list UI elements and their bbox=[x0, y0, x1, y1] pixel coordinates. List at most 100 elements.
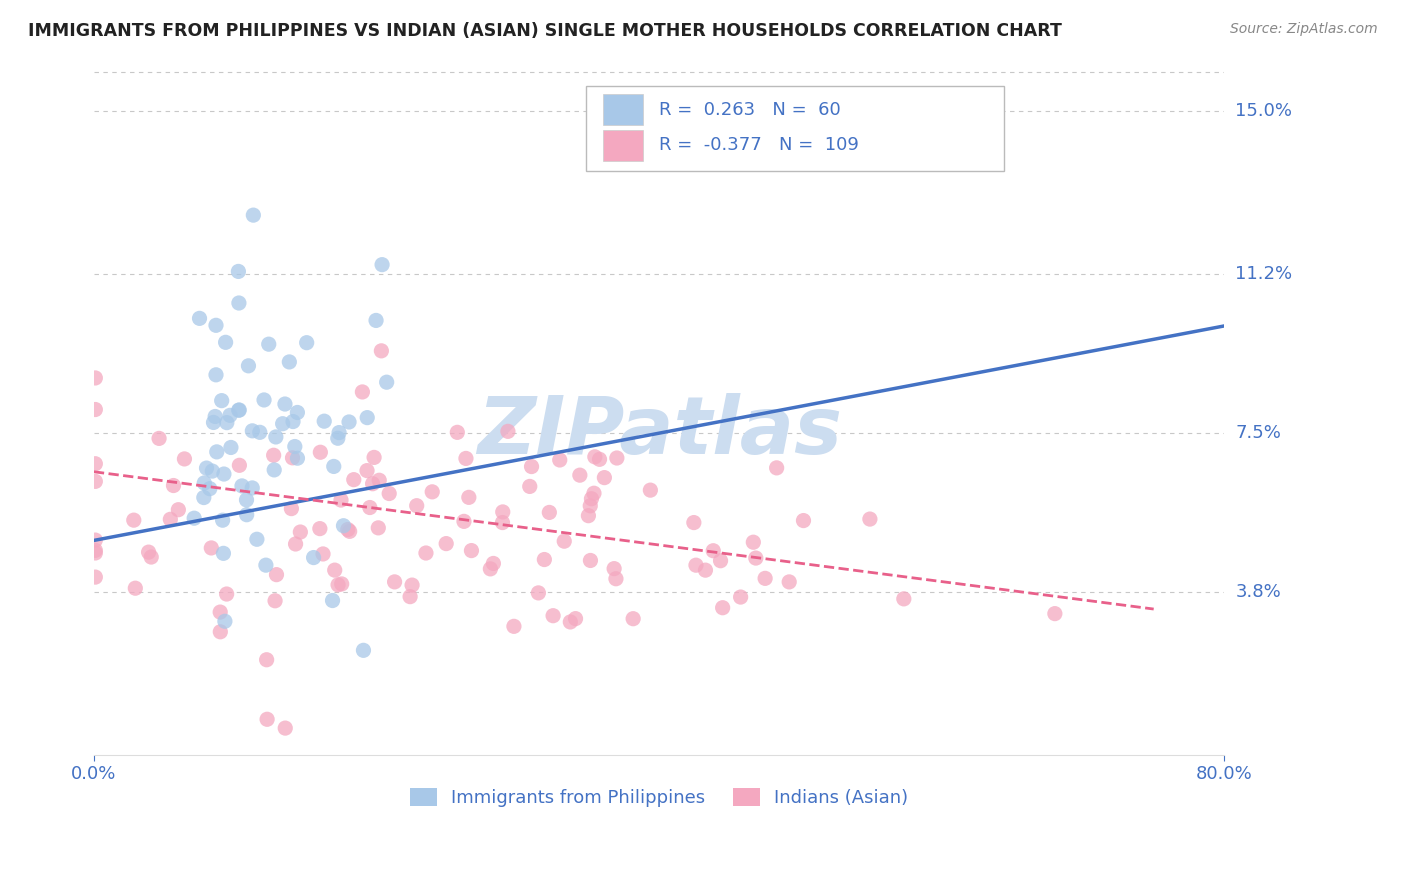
Point bbox=[371, 258, 394, 272]
Point bbox=[295, 335, 318, 350]
Point bbox=[621, 612, 644, 626]
Point bbox=[730, 590, 752, 604]
Point bbox=[415, 546, 437, 560]
Point bbox=[84, 570, 107, 584]
Point bbox=[235, 508, 257, 522]
Point bbox=[141, 549, 163, 564]
Point bbox=[742, 535, 765, 549]
Point bbox=[339, 524, 361, 539]
Point bbox=[205, 318, 228, 333]
Point bbox=[533, 552, 555, 566]
Point bbox=[420, 484, 443, 499]
Point bbox=[685, 558, 707, 573]
Point bbox=[356, 464, 378, 478]
Point bbox=[581, 491, 603, 506]
Point bbox=[375, 375, 398, 389]
Point bbox=[367, 521, 389, 535]
Point bbox=[193, 475, 215, 490]
Point bbox=[159, 512, 181, 526]
Point bbox=[576, 508, 599, 523]
Point bbox=[378, 486, 401, 500]
Point bbox=[212, 467, 235, 481]
Point bbox=[256, 653, 278, 667]
Point bbox=[588, 452, 610, 467]
Point bbox=[84, 533, 107, 547]
Text: IMMIGRANTS FROM PHILIPPINES VS INDIAN (ASIAN) SINGLE MOTHER HOUSEHOLDS CORRELATI: IMMIGRANTS FROM PHILIPPINES VS INDIAN (A… bbox=[28, 22, 1062, 40]
Point bbox=[361, 476, 384, 491]
Point bbox=[711, 600, 734, 615]
Point bbox=[745, 551, 768, 566]
Point bbox=[326, 578, 349, 592]
Point bbox=[148, 431, 170, 445]
Point bbox=[859, 512, 882, 526]
Text: R =  -0.377   N =  109: R = -0.377 N = 109 bbox=[659, 136, 859, 154]
Point bbox=[605, 572, 627, 586]
Point bbox=[84, 457, 107, 471]
Point bbox=[284, 440, 307, 454]
Point bbox=[359, 500, 381, 515]
Point bbox=[256, 712, 278, 726]
Point bbox=[215, 587, 238, 601]
Point bbox=[332, 518, 354, 533]
Legend: Immigrants from Philippines, Indians (Asian): Immigrants from Philippines, Indians (As… bbox=[402, 780, 915, 814]
Point bbox=[274, 721, 297, 735]
Point bbox=[84, 475, 107, 489]
Point bbox=[314, 414, 336, 428]
Point bbox=[201, 464, 224, 478]
Point bbox=[453, 514, 475, 528]
Point bbox=[84, 371, 107, 385]
Point bbox=[527, 586, 550, 600]
Point bbox=[606, 450, 628, 465]
Point bbox=[193, 491, 215, 505]
Point bbox=[205, 445, 228, 459]
Point bbox=[343, 473, 366, 487]
Point bbox=[520, 459, 543, 474]
Point bbox=[583, 450, 606, 464]
Point bbox=[579, 553, 602, 567]
FancyBboxPatch shape bbox=[603, 129, 644, 161]
Point bbox=[271, 417, 294, 431]
Text: ZIPatlas: ZIPatlas bbox=[477, 393, 842, 471]
Point bbox=[548, 453, 571, 467]
Point bbox=[138, 545, 160, 559]
Point bbox=[309, 445, 332, 459]
Point bbox=[579, 499, 602, 513]
Point bbox=[496, 425, 519, 439]
Point bbox=[188, 311, 211, 326]
Point bbox=[356, 410, 378, 425]
Point bbox=[214, 615, 236, 629]
Point bbox=[219, 409, 242, 423]
Point bbox=[242, 208, 264, 222]
Point bbox=[434, 536, 457, 550]
Point bbox=[454, 451, 477, 466]
Point bbox=[219, 441, 242, 455]
Point bbox=[228, 403, 250, 417]
Point bbox=[215, 416, 238, 430]
Point bbox=[446, 425, 468, 440]
Point bbox=[200, 541, 222, 555]
Point bbox=[323, 563, 346, 577]
Point bbox=[593, 470, 616, 484]
Point bbox=[281, 450, 304, 465]
FancyBboxPatch shape bbox=[603, 94, 644, 126]
Point bbox=[263, 463, 285, 477]
Point bbox=[370, 343, 392, 358]
Point bbox=[695, 563, 717, 577]
Point bbox=[287, 405, 309, 419]
Point bbox=[640, 483, 662, 497]
Point bbox=[84, 546, 107, 560]
Point bbox=[384, 574, 406, 589]
Point bbox=[754, 571, 776, 585]
Point bbox=[240, 424, 263, 438]
Text: Source: ZipAtlas.com: Source: ZipAtlas.com bbox=[1230, 22, 1378, 37]
Point bbox=[249, 425, 271, 440]
Point bbox=[312, 547, 335, 561]
Point bbox=[253, 392, 276, 407]
Text: 11.2%: 11.2% bbox=[1236, 266, 1292, 284]
Point bbox=[352, 384, 374, 399]
Point bbox=[541, 608, 564, 623]
Point bbox=[503, 619, 526, 633]
Point bbox=[264, 594, 287, 608]
Point bbox=[124, 581, 146, 595]
Point bbox=[322, 593, 344, 607]
